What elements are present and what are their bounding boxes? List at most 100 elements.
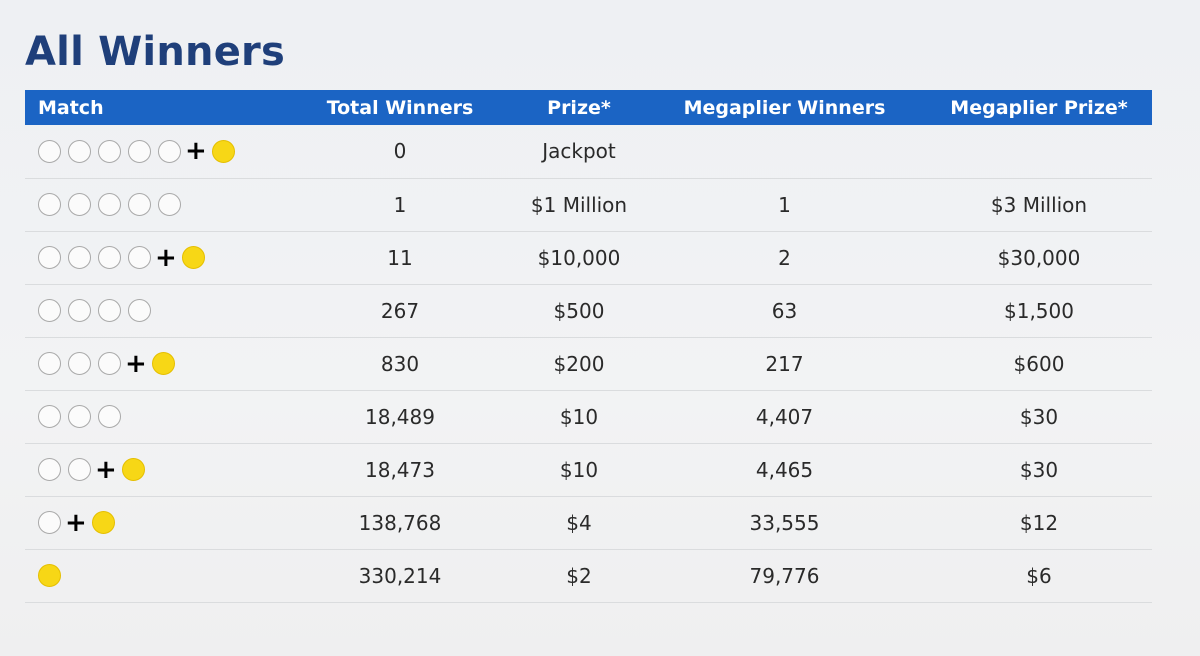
total-winners-cell: 18,489: [365, 404, 435, 429]
gold-ball-icon: [211, 139, 235, 163]
gold-ball-icon: [151, 352, 175, 375]
prize-cell: $1 Million: [530, 192, 628, 217]
ball-combination: +: [38, 349, 285, 379]
megaplier-winners-cell: 4,465: [755, 457, 814, 482]
winners-table: Match Total Winners Prize* Megaplier Win…: [25, 90, 1152, 603]
prize-cell: $200: [553, 351, 605, 376]
total-winners-cell: 18,473: [365, 457, 435, 482]
table-row: 18,489 $10 4,407 $30: [25, 390, 1152, 443]
total-winners-cell: 138,768: [358, 510, 442, 535]
white-ball-icon: [128, 299, 151, 322]
gold-ball-icon: [38, 564, 61, 587]
white-ball-icon: [68, 299, 91, 322]
white-ball-icon: [68, 193, 91, 216]
white-ball-icon: [98, 246, 121, 269]
white-ball-icon: [128, 139, 151, 163]
table-row: +11 $10,000 2 $30,000: [25, 231, 1152, 284]
prize-cell: $10: [559, 457, 599, 482]
megaplier-winners-cell: [643, 125, 926, 178]
ball-combination: +: [38, 136, 285, 166]
white-ball-icon: [68, 352, 91, 375]
white-ball-icon: [38, 458, 61, 481]
megaplier-prize-cell: $30,000: [997, 245, 1081, 270]
white-ball-icon: [38, 511, 61, 534]
white-ball-icon: [128, 246, 151, 269]
ball-combination: +: [38, 508, 285, 538]
column-header-total-winners: Total Winners: [326, 96, 474, 119]
match-cell: +: [25, 125, 285, 178]
prize-cell: $500: [553, 298, 605, 323]
megaplier-winners-cell: 1: [778, 192, 791, 217]
match-cell: [25, 390, 285, 443]
prize-cell: Jackpot: [542, 139, 616, 164]
megaplier-prize-cell: $600: [1013, 351, 1065, 376]
white-ball-icon: [158, 139, 181, 163]
column-header-megaplier-winners: Megaplier Winners: [683, 96, 886, 119]
page-title: All Winners: [25, 29, 285, 75]
gold-ball-icon: [91, 511, 115, 534]
plus-icon: +: [155, 242, 177, 273]
megaplier-winners-cell: 2: [778, 245, 791, 270]
white-ball-icon: [98, 352, 121, 375]
prize-cell: $10,000: [537, 245, 621, 270]
table-row: +0 Jackpot: [25, 125, 1152, 178]
total-winners-cell: 267: [380, 298, 420, 323]
plus-icon: +: [185, 136, 207, 167]
megaplier-winners-cell: 4,407: [755, 404, 814, 429]
white-ball-icon: [98, 193, 121, 216]
ball-combination: +: [38, 455, 285, 485]
table-row: +18,473 $10 4,465 $30: [25, 443, 1152, 496]
megaplier-prize-cell: $30: [1019, 404, 1059, 429]
plus-icon: +: [65, 507, 87, 538]
white-ball-icon: [128, 193, 151, 216]
megaplier-prize-cell: $30: [1019, 457, 1059, 482]
megaplier-winners-cell: 79,776: [749, 563, 820, 588]
white-ball-icon: [68, 139, 91, 163]
white-ball-icon: [98, 299, 121, 322]
plus-icon: +: [95, 454, 117, 485]
megaplier-prize-cell: $1,500: [1004, 298, 1074, 323]
white-ball-icon: [68, 405, 91, 428]
prize-cell: $10: [559, 404, 599, 429]
gold-ball-icon: [181, 246, 205, 269]
megaplier-winners-cell: 63: [771, 298, 798, 323]
megaplier-winners-cell: 33,555: [749, 510, 820, 535]
white-ball-icon: [38, 193, 61, 216]
white-ball-icon: [68, 246, 91, 269]
megaplier-prize-cell: $3 Million: [990, 192, 1088, 217]
table-header-row: Match Total Winners Prize* Megaplier Win…: [25, 90, 1152, 125]
ball-combination: +: [38, 243, 285, 273]
table-body: +0 Jackpot 1 $1 Million 1 $3 Million +11 $10,00…: [25, 125, 1152, 602]
column-header-prize: Prize*: [547, 96, 611, 119]
total-winners-cell: 1: [393, 192, 407, 217]
gold-ball-icon: [121, 458, 145, 481]
match-cell: [25, 284, 285, 337]
white-ball-icon: [98, 405, 121, 428]
table-row: +830 $200 217 $600: [25, 337, 1152, 390]
megaplier-prize-cell: $6: [1026, 563, 1052, 588]
white-ball-icon: [38, 405, 61, 428]
match-cell: [25, 549, 285, 602]
ball-combination: [38, 296, 285, 326]
white-ball-icon: [68, 458, 91, 481]
match-cell: +: [25, 337, 285, 390]
table-row: 267 $500 63 $1,500: [25, 284, 1152, 337]
match-cell: [25, 178, 285, 231]
table-row: 330,214 $2 79,776 $6: [25, 549, 1152, 602]
ball-combination: [38, 190, 285, 220]
match-cell: +: [25, 496, 285, 549]
match-cell: +: [25, 231, 285, 284]
white-ball-icon: [98, 139, 121, 163]
white-ball-icon: [38, 139, 61, 163]
total-winners-cell: 0: [393, 139, 407, 164]
white-ball-icon: [38, 246, 61, 269]
megaplier-prize-cell: [926, 125, 1152, 178]
total-winners-cell: 11: [387, 245, 413, 270]
ball-combination: [38, 402, 285, 432]
prize-cell: $4: [566, 510, 592, 535]
match-cell: +: [25, 443, 285, 496]
white-ball-icon: [38, 352, 61, 375]
megaplier-winners-cell: 217: [765, 351, 804, 376]
table-row: 1 $1 Million 1 $3 Million: [25, 178, 1152, 231]
total-winners-cell: 330,214: [358, 563, 442, 588]
